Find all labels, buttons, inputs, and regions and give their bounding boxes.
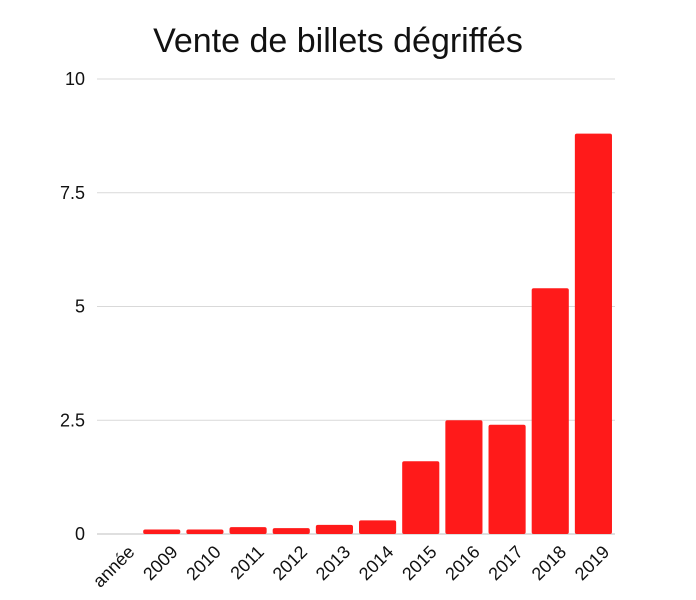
x-tick-label: 2015: [398, 542, 440, 584]
y-axis-ticks: 0 2.5 5 7.5 10: [60, 69, 85, 544]
x-axis-ticks: année 2009 2010 2011 2012 2013 2014 2015 2016 201…: [89, 542, 613, 592]
bar-2013: [315, 524, 353, 534]
x-tick-label: 2009: [139, 542, 181, 584]
y-tick-label: 5: [75, 297, 85, 317]
x-tick-label: 2014: [355, 542, 397, 584]
y-tick-label: 0: [75, 524, 85, 544]
bar-2010: [186, 529, 224, 534]
x-tick-label: 2018: [528, 542, 570, 584]
bar-2012: [272, 528, 310, 534]
x-tick-label: 2012: [269, 542, 311, 584]
y-tick-label: 2.5: [60, 410, 85, 430]
y-tick-label: 10: [65, 69, 85, 89]
x-tick-label: année: [89, 542, 139, 592]
bar-2018: [531, 288, 569, 534]
x-tick-label: 2016: [441, 542, 483, 584]
bar-2017: [488, 424, 526, 534]
grid-layer: [97, 78, 615, 535]
x-tick-label: 2017: [485, 542, 527, 584]
x-tick-label: 2011: [226, 542, 268, 584]
bars-layer: [143, 133, 612, 534]
bar-2009: [143, 529, 181, 534]
bar-2011: [229, 527, 267, 534]
y-tick-label: 7.5: [60, 183, 85, 203]
x-tick-label: 2010: [182, 542, 224, 584]
x-tick-label: 2013: [312, 542, 354, 584]
bar-2019: [574, 133, 612, 534]
bar-2016: [445, 420, 483, 534]
bar-2014: [359, 520, 397, 534]
x-tick-label: 2019: [571, 542, 613, 584]
bar-2015: [402, 461, 440, 534]
chart-title: Vente de billets dégriffés: [153, 22, 523, 60]
